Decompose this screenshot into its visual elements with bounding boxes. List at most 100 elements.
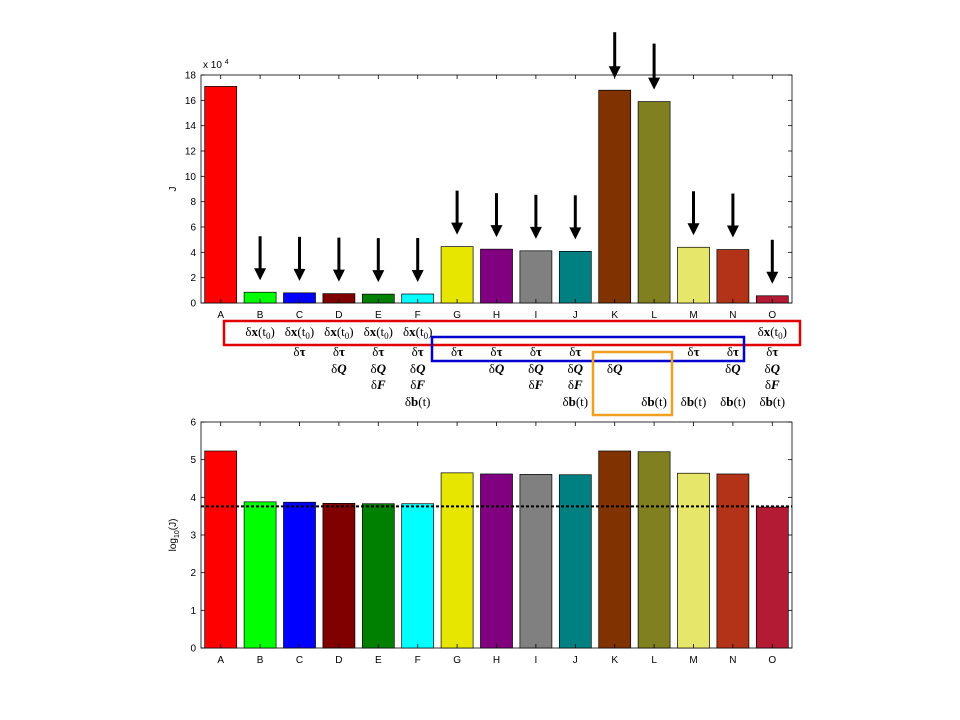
- bottom-xtick-label: O: [768, 655, 776, 666]
- param-label: δτ: [333, 344, 345, 359]
- bottom-ytick-label: 3: [190, 531, 196, 542]
- param-label: δb(t): [720, 394, 746, 409]
- top-xtick-label: A: [217, 310, 224, 321]
- orange-highlight-box: [591, 350, 674, 417]
- top-ytick-label: 12: [185, 147, 197, 158]
- param-label: δF: [410, 377, 425, 392]
- arrow-B: [254, 236, 267, 281]
- top-bar-L: [637, 101, 671, 304]
- arrow-N: [726, 193, 739, 238]
- top-xtick-label: L: [651, 310, 657, 321]
- bottom-xtick-label: G: [453, 655, 461, 666]
- param-label: δτ: [530, 344, 542, 359]
- bottom-xtick-label: A: [217, 655, 224, 666]
- bottom-bar-M: [677, 472, 710, 649]
- param-label: δx(t0): [285, 324, 314, 341]
- bottom-bar-A: [204, 450, 238, 649]
- parameter-table: δx(t0) δx(t0)δτδx(t0)δτδQδx(t0)δτδQδFδx(t…: [222, 319, 802, 417]
- param-label: δτ: [490, 344, 502, 359]
- top-xtick-label: K: [611, 310, 618, 321]
- arrow-D: [332, 237, 345, 282]
- arrow-J: [569, 195, 582, 240]
- arrow-G: [451, 190, 464, 235]
- param-label: δb(t): [641, 394, 667, 409]
- bottom-ylabel: log10(J): [168, 519, 181, 552]
- param-label: δτ: [766, 344, 778, 359]
- top-bar-G: [440, 246, 474, 304]
- bottom-bar-E: [361, 503, 395, 649]
- bottom-bar-K: [598, 450, 632, 649]
- bottom-xtick-label: D: [335, 655, 342, 666]
- arrow-head: [254, 268, 267, 281]
- arrow-head: [726, 225, 739, 238]
- top-xtick-label: N: [729, 310, 736, 321]
- bottom-bar-L: [637, 451, 671, 649]
- param-label: δQ: [607, 361, 623, 376]
- bottom-xtick-label: C: [296, 655, 303, 666]
- arrow-head: [451, 222, 464, 235]
- top-ytick-label: 0: [190, 299, 196, 310]
- top-bar-chart: 0 2 4 6 8 10 12 14 16 18 A B C D E F G H I J K L M N O Jx 10 4: [168, 32, 793, 321]
- arrow-head: [608, 66, 621, 79]
- bottom-ytick-label: 5: [190, 455, 196, 466]
- param-label: δb(t): [562, 394, 588, 409]
- param-label: δτ: [727, 344, 739, 359]
- param-label: δF: [371, 377, 386, 392]
- top-xtick-label: I: [535, 310, 538, 321]
- top-bar-K: [598, 89, 632, 304]
- top-xtick-label: M: [689, 310, 697, 321]
- bottom-ytick-label: 4: [190, 493, 196, 504]
- bottom-xtick-label: F: [415, 655, 421, 666]
- param-label: δx(t0): [324, 324, 353, 341]
- param-label: δτ: [569, 344, 581, 359]
- blue-highlight-box: [430, 335, 746, 363]
- param-label: δx(t0): [403, 324, 432, 341]
- param-label: δQ: [489, 361, 505, 376]
- bottom-bar-G: [440, 472, 474, 649]
- arrow-head: [648, 77, 661, 90]
- bottom-xtick-label: L: [651, 655, 657, 666]
- top-xtick-label: C: [296, 310, 303, 321]
- top-exponent-label: x 10 4: [203, 59, 229, 71]
- arrow-head: [490, 225, 503, 238]
- bottom-xtick-label: K: [611, 655, 618, 666]
- arrow-I: [529, 194, 542, 239]
- top-ytick-label: 2: [190, 273, 196, 284]
- bottom-xtick-label: J: [573, 655, 578, 666]
- param-label: δQ: [410, 361, 426, 376]
- param-label: δτ: [372, 344, 384, 359]
- param-label: δQ: [568, 361, 584, 376]
- param-label: δτ: [687, 344, 699, 359]
- arrow-K: [608, 32, 621, 79]
- top-bar-N: [716, 249, 750, 304]
- param-label: δF: [568, 377, 583, 392]
- bottom-ytick-label: 1: [190, 606, 196, 617]
- top-bar-H: [480, 248, 513, 304]
- top-ytick-label: 4: [190, 248, 196, 259]
- top-ytick-label: 8: [190, 197, 196, 208]
- arrow-M: [687, 191, 700, 236]
- arrow-head: [332, 269, 345, 282]
- top-bar-M: [677, 246, 710, 304]
- bottom-bar-D: [322, 503, 356, 649]
- top-xtick-label: F: [415, 310, 421, 321]
- arrow-head: [569, 227, 582, 240]
- param-label: δQ: [371, 361, 387, 376]
- top-bar-J: [558, 250, 592, 304]
- top-xtick-label: H: [493, 310, 500, 321]
- bottom-bar-F: [401, 503, 435, 649]
- bottom-xtick-label: E: [375, 655, 382, 666]
- top-xtick-label: D: [335, 310, 342, 321]
- param-label: δb(t): [405, 394, 431, 409]
- bottom-bar-B: [243, 501, 277, 649]
- arrow-H: [490, 193, 503, 238]
- bottom-bar-C: [283, 501, 316, 649]
- param-label: δx(t0): [245, 324, 274, 341]
- param-label: δQ: [331, 361, 347, 376]
- arrow-head: [411, 270, 424, 283]
- param-label: δQ: [765, 361, 781, 376]
- top-ytick-label: 14: [185, 121, 197, 132]
- param-label: δx(t0): [758, 324, 787, 341]
